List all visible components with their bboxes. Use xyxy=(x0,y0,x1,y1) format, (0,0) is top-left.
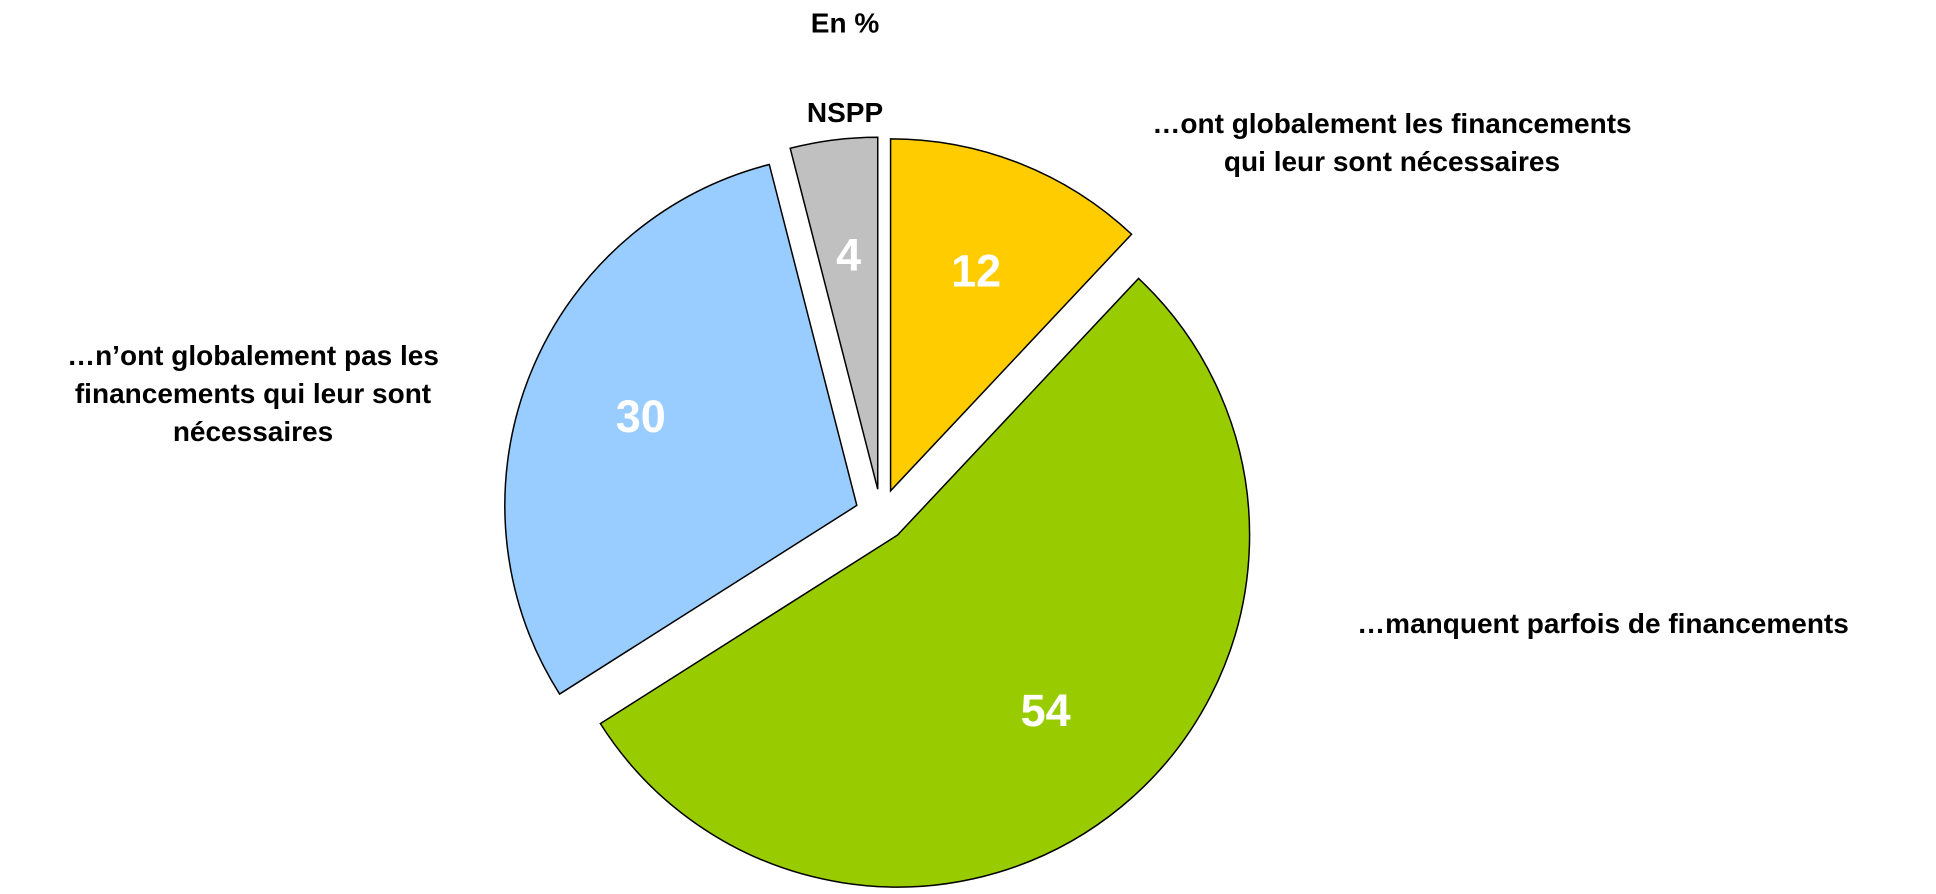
pie-slice xyxy=(504,163,858,696)
value-label: 4 xyxy=(836,230,861,281)
slice-label: …ont globalement les financements qui leu… xyxy=(1152,108,1631,177)
pie-slice xyxy=(789,136,879,490)
slice-label: …manquent parfois de financements xyxy=(1357,608,1849,639)
slice-label: …n’ont globalement pas les financements q… xyxy=(67,340,439,447)
value-label: 54 xyxy=(1021,685,1071,736)
value-label: 12 xyxy=(951,246,1001,297)
slice-label: NSPP xyxy=(807,97,883,128)
value-label: 30 xyxy=(616,391,666,442)
pie-slice xyxy=(599,277,1251,888)
chart-title: En % xyxy=(811,7,880,38)
pie-slice xyxy=(889,138,1133,493)
